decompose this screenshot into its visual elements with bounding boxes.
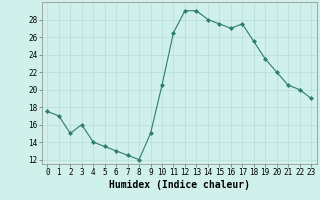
X-axis label: Humidex (Indice chaleur): Humidex (Indice chaleur) xyxy=(109,180,250,190)
